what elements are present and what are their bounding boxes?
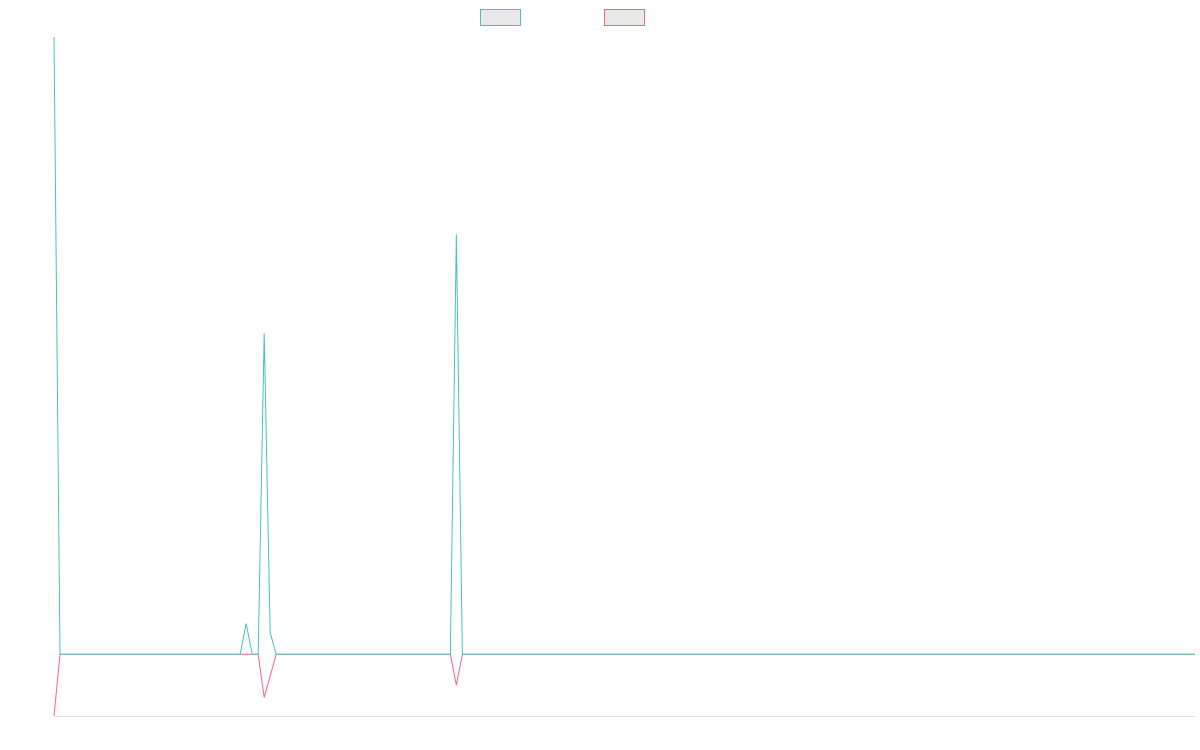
legend-swatch[interactable]	[604, 9, 645, 26]
legend-swatch[interactable]	[480, 9, 521, 26]
series-line	[53, 36, 1195, 655]
series-line	[53, 653, 1195, 717]
